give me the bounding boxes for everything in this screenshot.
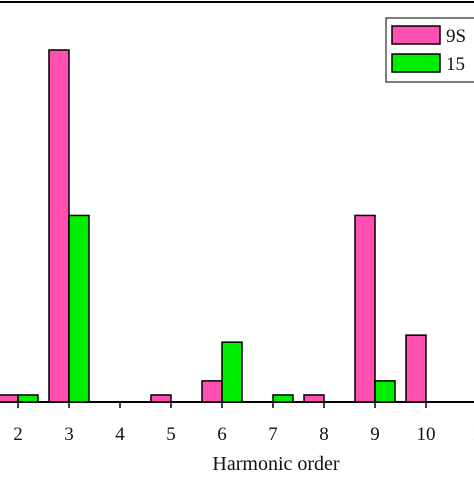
- x-tick-label: 3: [64, 424, 74, 445]
- x-tick-label: 7: [268, 424, 278, 445]
- x-tick-label: 6: [217, 424, 227, 445]
- bar-15-order-3: [68, 214, 90, 403]
- bar-15-order-2: [17, 394, 39, 403]
- bar-9s-order-10: [405, 334, 427, 403]
- bar-15-order-6: [221, 341, 243, 403]
- x-tick-label: 1: [472, 424, 474, 445]
- bar-9s-order-3: [48, 49, 70, 403]
- legend-swatch-15: [391, 53, 441, 73]
- bar-15-order-7: [272, 394, 294, 403]
- legend-label-9s: 9S: [446, 26, 466, 47]
- x-tick-label: 5: [166, 424, 176, 445]
- bars-layer: [0, 49, 427, 403]
- x-ticks-layer: 2 3 4 5 6 7 8 9 10 1: [13, 402, 474, 445]
- x-tick-label: 8: [319, 424, 329, 445]
- x-axis-label: Harmonic order: [212, 453, 340, 474]
- bar-9s-order-5: [150, 394, 172, 403]
- bar-9s-order-8: [303, 394, 325, 403]
- x-tick-label: 2: [13, 424, 23, 445]
- x-tick-label: 10: [417, 424, 436, 445]
- legend-label-15: 15: [446, 54, 465, 75]
- bar-9s-order-6: [201, 380, 223, 403]
- bar-15-order-9: [374, 380, 396, 403]
- x-tick-label: 4: [115, 424, 125, 445]
- bar-9s-order-2: [0, 394, 19, 403]
- x-tick-label: 9: [370, 424, 380, 445]
- legend-swatch-9s: [391, 25, 441, 45]
- bar-9s-order-9: [354, 214, 376, 403]
